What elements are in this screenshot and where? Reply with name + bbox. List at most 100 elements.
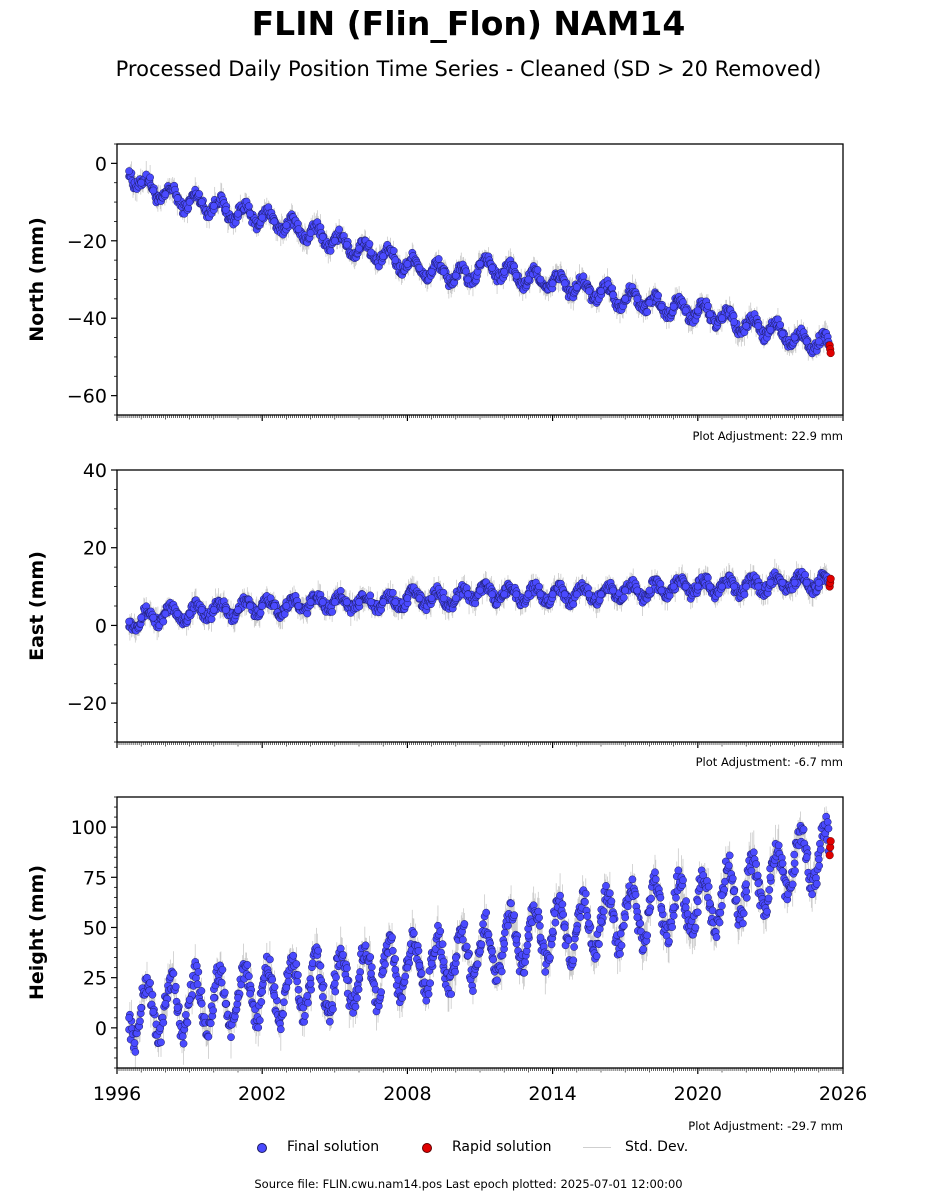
y-axis-label: East (mm): [26, 551, 48, 661]
final-point: [137, 613, 146, 622]
final-point: [343, 240, 351, 249]
final-point: [569, 600, 578, 609]
final-point: [645, 586, 654, 595]
final-point: [415, 264, 424, 272]
final-point: [197, 606, 206, 614]
final-point: [730, 318, 738, 326]
std-dev-bars-height: [128, 806, 829, 1068]
final-point: [209, 202, 218, 210]
final-point: [335, 225, 343, 234]
final-point: [585, 287, 593, 295]
final-point: [802, 337, 811, 346]
final-point: [500, 267, 509, 276]
final-point: [802, 578, 811, 587]
final-point: [125, 617, 133, 626]
y-tick-label: 20: [83, 538, 107, 560]
final-point: [657, 302, 666, 311]
y-tick-label: 0: [95, 153, 107, 175]
final-point: [149, 613, 158, 622]
final-point: [434, 255, 443, 263]
final-point: [476, 260, 484, 268]
final-point: [585, 590, 593, 599]
y-tick-label: 0: [95, 615, 107, 637]
final-point: [597, 287, 605, 295]
final-point: [234, 209, 242, 218]
final-point: [379, 598, 388, 606]
final-point: [222, 205, 230, 214]
final-point: [379, 252, 388, 261]
final-point: [730, 582, 738, 591]
final-point: [367, 598, 375, 606]
final-point: [645, 298, 654, 307]
final-point: [439, 267, 448, 276]
final-point: [173, 194, 182, 203]
rapid-point: [826, 349, 835, 358]
final-point: [706, 310, 714, 319]
final-point: [367, 248, 375, 257]
final-point: [766, 578, 775, 587]
final-point: [427, 267, 436, 276]
final-point: [161, 609, 170, 618]
final-point: [706, 582, 714, 591]
final-point: [801, 571, 809, 579]
final-point: [740, 590, 749, 599]
final-point: [536, 275, 545, 284]
final-point: [657, 586, 666, 595]
final-point: [149, 186, 158, 195]
rapid-points-north: [825, 341, 835, 358]
final-point: [488, 590, 496, 599]
final-point: [548, 279, 557, 288]
final-point: [391, 256, 400, 264]
final-point: [693, 582, 702, 591]
plot-adjustment-note: Plot Adjustment: -6.7 mm: [696, 755, 843, 769]
final-point: [814, 337, 823, 346]
final-point: [318, 598, 327, 606]
final-point: [464, 590, 472, 599]
final-point: [125, 167, 133, 175]
panel-east: 40 20 0 −20 East (mm) Plot Adjustment: -6.7 m…: [26, 460, 844, 769]
final-point: [536, 590, 545, 599]
final-point: [512, 271, 521, 280]
final-point: [246, 209, 254, 218]
final-point: [185, 198, 194, 206]
final-point: [548, 590, 557, 599]
final-points-north: [125, 167, 833, 358]
final-point: [403, 594, 412, 603]
final-point: [282, 602, 291, 610]
final-point: [560, 590, 569, 599]
final-point: [330, 236, 339, 245]
std-dev-bars-east: [128, 558, 829, 643]
final-point: [533, 266, 542, 274]
panel-north: 0 −20 −40 −60 North (mm) Plot Adjustment: 22.…: [26, 143, 844, 443]
chart-subtitle: Processed Daily Position Time Series - C…: [115, 57, 822, 81]
final-point: [633, 586, 642, 595]
final-point: [464, 275, 472, 284]
final-point: [512, 590, 521, 599]
final-point: [609, 586, 617, 595]
final-point: [245, 202, 253, 211]
final-point: [403, 260, 412, 268]
final-point: [427, 594, 436, 603]
final-point: [620, 593, 628, 602]
final-point: [597, 590, 605, 599]
final-point: [207, 615, 216, 623]
rapid-point: [826, 574, 835, 583]
final-point: [294, 602, 303, 610]
final-point: [328, 608, 336, 616]
y-tick-label: 40: [83, 460, 107, 482]
final-point: [270, 602, 279, 610]
rapid-points-east: [825, 574, 835, 591]
final-point: [742, 582, 751, 591]
final-point: [681, 582, 690, 591]
final-point: [776, 321, 785, 329]
final-point: [754, 322, 763, 330]
final-point: [718, 314, 726, 323]
y-tick-label: −20: [67, 231, 107, 253]
final-point: [790, 578, 799, 587]
axes-frame-north: [116, 143, 844, 416]
final-point: [560, 279, 569, 288]
y-tick-label: −60: [67, 386, 107, 408]
final-point: [754, 582, 763, 591]
final-point: [693, 306, 702, 315]
final-point: [718, 582, 726, 591]
